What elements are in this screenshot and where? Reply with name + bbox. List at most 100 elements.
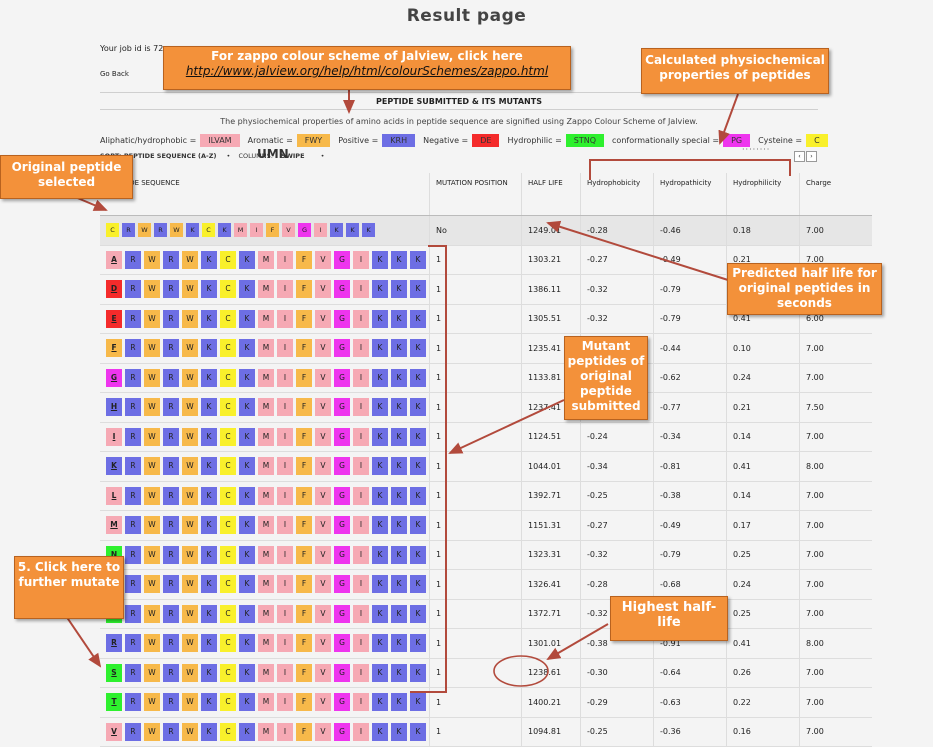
residue: V (282, 223, 295, 238)
residue: V (315, 545, 331, 564)
mutate-residue-link[interactable]: D (106, 280, 122, 299)
residue: K (239, 693, 255, 712)
residue: R (125, 722, 141, 741)
residue: K (201, 575, 217, 594)
col-header-sequence[interactable]: PEPTIDE SEQUENCE (100, 173, 430, 216)
residue: G (334, 634, 350, 653)
pos-cell: 1 (429, 658, 522, 688)
residue: W (144, 486, 160, 505)
mutate-residue-link[interactable]: S (106, 663, 122, 682)
residue: K (239, 250, 255, 269)
residue: K (391, 368, 407, 387)
residue: K (201, 516, 217, 535)
columns-overlay-text: UMN (257, 147, 289, 161)
col-header-charge[interactable]: Charge (799, 173, 872, 216)
mutate-residue-link[interactable]: L (106, 486, 122, 505)
residue: K (391, 339, 407, 358)
residue: K (372, 339, 388, 358)
residue: W (182, 457, 198, 476)
mutate-residue-link[interactable]: R (106, 634, 122, 653)
residue: W (144, 309, 160, 328)
residue: I (277, 575, 293, 594)
residue: K (218, 223, 231, 238)
residue: K (239, 486, 255, 505)
residue: G (334, 545, 350, 564)
columns-label[interactable]: COLUMNS: (238, 152, 273, 160)
residue: K (391, 516, 407, 535)
residue: F (296, 604, 312, 623)
residue: C (220, 368, 236, 387)
mutate-residue-link[interactable]: V (106, 722, 122, 741)
residue: K (391, 457, 407, 476)
residue: W (182, 368, 198, 387)
go-back-link[interactable]: Go Back (100, 70, 129, 78)
pos-cell: 1 (429, 540, 522, 570)
residue: W (182, 604, 198, 623)
residue: M (258, 486, 274, 505)
residue: K (201, 309, 217, 328)
residue: I (353, 486, 369, 505)
col-header-half-life[interactable]: HALF LIFE (521, 173, 581, 216)
bracket-mutants (410, 245, 447, 693)
residue: W (144, 693, 160, 712)
residue: G (334, 427, 350, 446)
pos-cell: 1 (429, 599, 522, 629)
residue: I (277, 693, 293, 712)
mutate-residue-link[interactable]: F (106, 339, 122, 358)
residue: K (239, 545, 255, 564)
residue: K (410, 575, 426, 594)
col-header-hydrophilicity[interactable]: Hydrophilicity (726, 173, 800, 216)
residue: G (334, 368, 350, 387)
residue: I (353, 545, 369, 564)
residue: K (372, 663, 388, 682)
mutate-residue-link[interactable]: M (106, 516, 122, 535)
mutate-residue-link[interactable]: A (106, 250, 122, 269)
annotation-arrows (63, 85, 791, 693)
residue: W (182, 663, 198, 682)
residue: K (410, 339, 426, 358)
hydrophobicity-cell: -0.24 (580, 422, 654, 452)
col-header-hydropathicity[interactable]: Hydropathicity (653, 173, 727, 216)
scroll-right-icon[interactable]: › (806, 151, 817, 162)
residue: I (277, 457, 293, 476)
residue: R (125, 663, 141, 682)
legend-description: The physiochemical properties of amino a… (220, 117, 698, 126)
col-header-hydrophobicity[interactable]: Hydrophobicity (580, 173, 654, 216)
hl-cell: 1151.31 (521, 510, 581, 541)
residue: K (201, 457, 217, 476)
residue: W (144, 604, 160, 623)
col-header-mutation-position[interactable]: MUTATION POSITION (429, 173, 522, 216)
residue: V (315, 486, 331, 505)
scroll-left-icon[interactable]: ‹ (794, 151, 805, 162)
residue: K (201, 280, 217, 299)
mutate-residue-link[interactable]: G (106, 368, 122, 387)
hydrophilicity-cell: 0.41 (726, 628, 800, 659)
residue: W (144, 545, 160, 564)
mutate-residue-link[interactable]: H (106, 398, 122, 417)
residue: K (372, 722, 388, 741)
charge-cell: 7.00 (799, 658, 872, 688)
residue: K (410, 516, 426, 535)
legend-swatch: ILVAM (200, 133, 240, 147)
mutate-residue-link[interactable]: T (106, 693, 122, 712)
mutate-residue-link[interactable]: K (106, 457, 122, 476)
mutate-residue-link[interactable]: I (106, 427, 122, 446)
residue: W (182, 545, 198, 564)
residue: I (353, 693, 369, 712)
residue: I (353, 516, 369, 535)
residue: F (296, 427, 312, 446)
zappo-link[interactable]: http://www.jalview.org/help/html/colourS… (185, 64, 549, 78)
mutate-residue-link[interactable]: E (106, 309, 122, 328)
residue: I (314, 223, 327, 238)
residue: W (144, 250, 160, 269)
residue: I (353, 368, 369, 387)
residue: W (182, 634, 198, 653)
sort-label[interactable]: SORT: PEPTIDE SEQUENCE (A-Z) (100, 152, 217, 160)
residue: K (372, 250, 388, 269)
